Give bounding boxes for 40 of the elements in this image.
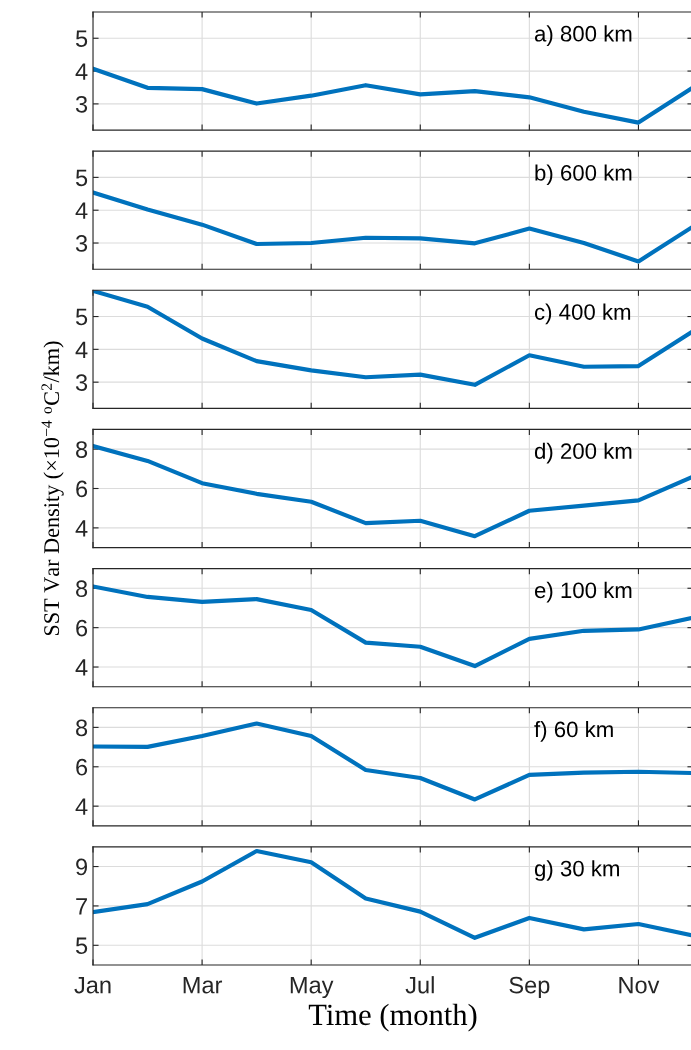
y-tick-label: 9	[76, 858, 88, 876]
line-series	[93, 190, 691, 264]
annotation: b) 600 km	[535, 164, 632, 186]
y-tick-label: 8	[76, 580, 88, 598]
line-series	[93, 66, 691, 125]
x-axis-title: Time (month)	[308, 1003, 477, 1032]
y-tick-label: 4	[75, 659, 88, 676]
y-axis-title: SST Var Density (×10$^{−4 o}$C$^{2}$/km)	[41, 341, 64, 636]
x-tick-label: May	[290, 976, 334, 999]
y-tick-label: 4	[75, 798, 88, 815]
annotation: e) 100 km	[534, 581, 632, 603]
x-tick-label: Jan	[74, 976, 111, 994]
line-series	[93, 721, 691, 802]
y-tick-label: 7	[76, 898, 87, 915]
annotation: g) 30 km	[534, 860, 619, 881]
annotation: a) 800 km	[534, 25, 632, 46]
x-tick-label: Mar	[183, 976, 223, 994]
y-tick-label: 3	[75, 374, 88, 391]
y-tick-label: 3	[75, 235, 88, 252]
annotation: f) 60 km	[534, 720, 613, 742]
y-tick-label: 4	[75, 520, 88, 537]
y-tick-label: 4	[75, 63, 88, 80]
y-tick-label: 5	[75, 169, 88, 187]
y-tick-label: 8	[76, 441, 88, 458]
y-tick-label: 4	[75, 202, 88, 219]
y-tick-label: 5	[75, 308, 88, 326]
y-tick-label: 5	[75, 30, 88, 48]
y-tick-label: 4	[75, 341, 88, 358]
y-tick-label: 8	[76, 719, 88, 737]
y-tick-label: 3	[75, 95, 88, 113]
y-tick-label: 6	[76, 619, 88, 637]
annotation: c) 400 km	[534, 303, 631, 325]
y-tick-label: 6	[76, 758, 88, 776]
annotation: d) 200 km	[534, 442, 632, 464]
x-tick-label: Jul	[405, 976, 434, 994]
y-tick-label: 5	[75, 937, 88, 955]
line-series	[93, 443, 691, 539]
x-tick-label: Nov	[619, 976, 660, 994]
y-tick-label: 6	[76, 480, 88, 498]
x-tick-label: Sep	[509, 976, 550, 999]
